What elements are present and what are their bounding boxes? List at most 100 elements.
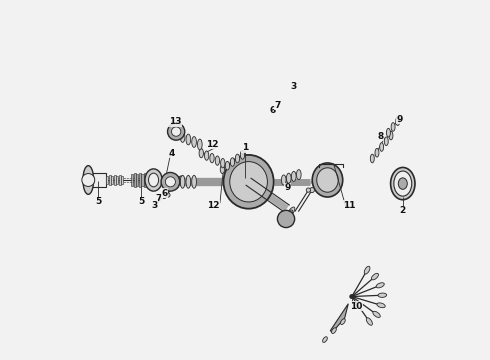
Text: 9: 9 bbox=[284, 183, 291, 192]
Ellipse shape bbox=[378, 293, 387, 297]
Bar bbox=[149, 173, 151, 187]
Ellipse shape bbox=[225, 161, 230, 170]
Bar bbox=[136, 174, 139, 186]
Bar bbox=[141, 174, 144, 186]
Ellipse shape bbox=[235, 154, 240, 163]
Ellipse shape bbox=[174, 175, 179, 188]
Text: 7: 7 bbox=[156, 194, 162, 203]
Ellipse shape bbox=[389, 131, 393, 140]
Ellipse shape bbox=[322, 337, 327, 342]
Bar bbox=[151, 174, 153, 186]
Ellipse shape bbox=[180, 132, 185, 142]
Text: 3: 3 bbox=[290, 82, 296, 91]
Text: 11: 11 bbox=[343, 201, 355, 210]
Ellipse shape bbox=[178, 176, 184, 184]
Ellipse shape bbox=[220, 165, 224, 174]
Ellipse shape bbox=[296, 170, 301, 180]
Ellipse shape bbox=[83, 166, 94, 194]
Circle shape bbox=[172, 127, 181, 136]
Circle shape bbox=[310, 188, 315, 193]
Bar bbox=[144, 173, 146, 187]
Bar bbox=[106, 176, 108, 184]
Bar bbox=[92, 173, 106, 187]
Ellipse shape bbox=[204, 151, 209, 160]
Ellipse shape bbox=[288, 207, 295, 216]
Text: 1: 1 bbox=[242, 143, 248, 152]
Ellipse shape bbox=[375, 148, 379, 157]
Bar bbox=[111, 176, 113, 184]
Ellipse shape bbox=[292, 171, 296, 181]
Ellipse shape bbox=[230, 158, 235, 166]
Ellipse shape bbox=[391, 123, 395, 131]
Ellipse shape bbox=[380, 143, 384, 151]
Circle shape bbox=[166, 177, 175, 187]
Ellipse shape bbox=[364, 266, 370, 274]
Ellipse shape bbox=[391, 167, 415, 200]
Ellipse shape bbox=[281, 175, 286, 185]
Text: 3: 3 bbox=[151, 201, 157, 210]
Circle shape bbox=[306, 188, 311, 192]
Circle shape bbox=[166, 193, 170, 197]
Ellipse shape bbox=[145, 169, 162, 191]
Ellipse shape bbox=[230, 162, 268, 202]
Ellipse shape bbox=[394, 171, 412, 196]
Circle shape bbox=[82, 174, 95, 186]
Ellipse shape bbox=[287, 173, 291, 183]
Ellipse shape bbox=[370, 154, 374, 163]
Bar bbox=[109, 175, 111, 185]
Ellipse shape bbox=[371, 273, 378, 280]
Ellipse shape bbox=[186, 175, 191, 188]
Text: 9: 9 bbox=[397, 114, 403, 123]
Circle shape bbox=[161, 172, 180, 191]
Ellipse shape bbox=[186, 134, 191, 145]
Circle shape bbox=[168, 123, 185, 140]
Bar bbox=[116, 176, 119, 184]
Circle shape bbox=[350, 294, 354, 299]
Text: 12: 12 bbox=[207, 201, 220, 210]
Ellipse shape bbox=[215, 156, 220, 165]
Ellipse shape bbox=[197, 139, 202, 150]
Ellipse shape bbox=[192, 136, 196, 147]
Text: 6: 6 bbox=[161, 189, 168, 198]
Text: 5: 5 bbox=[95, 197, 101, 206]
Bar bbox=[134, 173, 136, 187]
Text: 7: 7 bbox=[275, 101, 281, 110]
Bar bbox=[131, 174, 133, 186]
Ellipse shape bbox=[387, 129, 391, 137]
Ellipse shape bbox=[312, 163, 343, 197]
Text: 12: 12 bbox=[206, 140, 218, 149]
Text: 6: 6 bbox=[270, 105, 276, 114]
Bar bbox=[114, 175, 116, 185]
Ellipse shape bbox=[180, 175, 185, 188]
Ellipse shape bbox=[341, 319, 345, 324]
Polygon shape bbox=[330, 304, 348, 332]
Text: 5: 5 bbox=[138, 197, 144, 206]
Circle shape bbox=[277, 210, 294, 228]
Bar bbox=[139, 173, 141, 187]
Ellipse shape bbox=[148, 173, 159, 187]
Ellipse shape bbox=[317, 168, 338, 192]
Bar bbox=[147, 174, 148, 186]
Ellipse shape bbox=[396, 117, 400, 126]
Ellipse shape bbox=[376, 283, 384, 288]
Ellipse shape bbox=[240, 150, 245, 159]
Ellipse shape bbox=[192, 175, 196, 188]
Text: 10: 10 bbox=[350, 302, 363, 311]
Text: 2: 2 bbox=[400, 206, 406, 215]
Circle shape bbox=[161, 194, 167, 199]
Ellipse shape bbox=[377, 303, 385, 308]
Ellipse shape bbox=[367, 318, 372, 325]
Ellipse shape bbox=[199, 148, 203, 158]
Bar bbox=[119, 175, 121, 185]
Ellipse shape bbox=[373, 311, 380, 318]
Ellipse shape bbox=[283, 213, 291, 222]
Ellipse shape bbox=[220, 158, 225, 168]
Ellipse shape bbox=[398, 178, 407, 189]
Ellipse shape bbox=[384, 137, 388, 145]
Ellipse shape bbox=[223, 155, 274, 209]
Bar bbox=[122, 176, 123, 184]
Text: 8: 8 bbox=[377, 132, 383, 141]
Ellipse shape bbox=[286, 210, 293, 219]
Text: 4: 4 bbox=[168, 149, 174, 158]
Text: 13: 13 bbox=[169, 117, 181, 126]
